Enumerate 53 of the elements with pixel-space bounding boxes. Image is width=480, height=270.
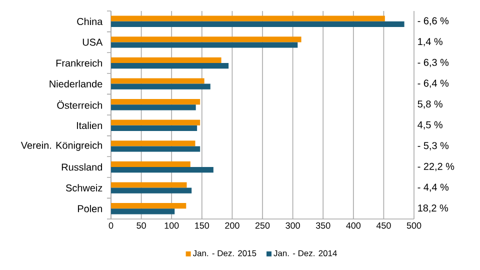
y-tick-label: Österreich — [57, 100, 102, 109]
legend-label: Jan. - Dez. 2015 — [192, 250, 256, 256]
x-tick-label: 150 — [195, 222, 210, 229]
bar — [111, 140, 196, 146]
bar — [111, 161, 190, 167]
bar — [111, 84, 210, 90]
x-tick-label: 350 — [316, 222, 330, 229]
y-tick-label: Frankreich — [56, 59, 102, 67]
y-tick-label: Verein. Königreich — [20, 142, 102, 151]
bar — [111, 57, 222, 63]
bar — [111, 98, 200, 105]
text: 5,8 % — [418, 100, 442, 109]
bar — [111, 203, 186, 209]
y-tick-label: Russland — [62, 163, 102, 171]
bar — [111, 146, 200, 152]
bar — [111, 42, 298, 48]
x-tick-label: 100 — [164, 222, 179, 229]
bar — [111, 78, 204, 84]
text: 1,4 % — [418, 38, 442, 46]
bar — [111, 188, 192, 194]
bar — [111, 167, 214, 173]
bar — [111, 182, 187, 188]
y-tick-label: Polen — [78, 204, 102, 212]
y-tick-label: Niederlande — [50, 80, 102, 88]
legend-label: Jan. - Dez. 2014 — [274, 250, 337, 256]
y-tick-label: China — [77, 18, 103, 26]
y-tick-label: USA — [82, 38, 103, 46]
y-tick-label: Italien — [76, 122, 102, 130]
x-tick-label: 250 — [255, 222, 270, 229]
bar — [111, 125, 198, 131]
x-tick-label: 400 — [346, 222, 361, 229]
x-tick-label: 300 — [286, 222, 300, 229]
text: 4,5 % — [418, 121, 442, 130]
text: - 5,3 % — [418, 142, 449, 150]
text: - 6,6 % — [418, 17, 449, 26]
x-tick-label: 200 — [225, 222, 240, 229]
x-tick-label: 450 — [376, 222, 391, 229]
bar — [111, 62, 229, 69]
bar — [111, 21, 404, 27]
bar — [111, 16, 385, 22]
text: - 6,4 % — [418, 80, 449, 88]
bar — [111, 104, 196, 110]
text: - 22,2 % — [418, 162, 454, 172]
x-tick-label: 0 — [108, 222, 114, 229]
y-tick-label: Schweiz — [66, 184, 102, 192]
bar — [111, 36, 302, 42]
text: - 6,3 % — [418, 58, 449, 68]
bar — [111, 120, 200, 126]
x-tick-label: 50 — [136, 222, 146, 229]
x-tick-label: 500 — [406, 222, 422, 229]
text: 18,2 % — [418, 204, 448, 213]
bar — [111, 208, 175, 214]
text: - 4,4 % — [418, 184, 449, 192]
